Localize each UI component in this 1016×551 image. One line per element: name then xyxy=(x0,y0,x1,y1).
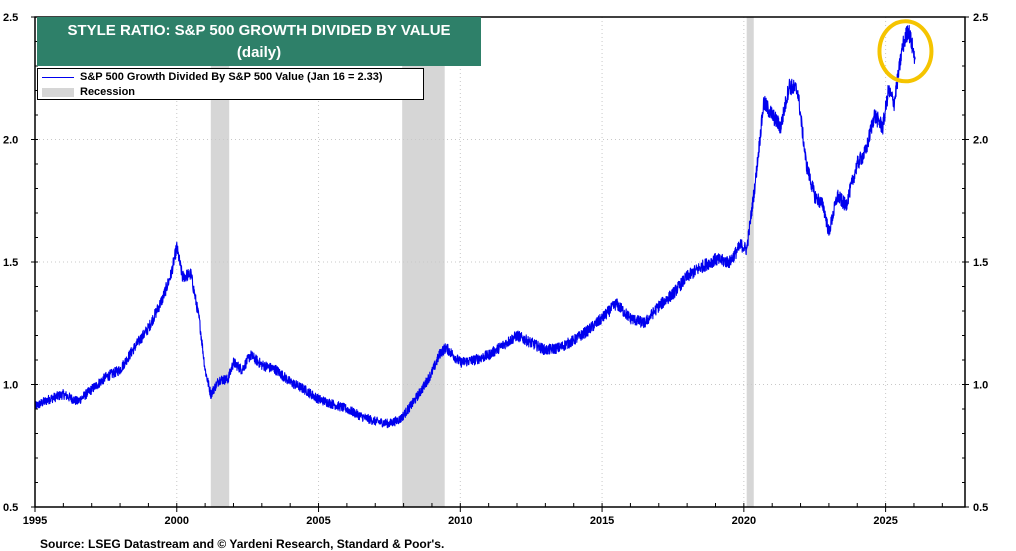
legend: S&P 500 Growth Divided By S&P 500 Value … xyxy=(37,68,424,100)
legend-recession-swatch xyxy=(42,87,74,97)
recession-band xyxy=(746,17,754,507)
chart-subtitle: (daily) xyxy=(236,44,282,61)
x-tick-label: 2010 xyxy=(448,515,472,527)
x-axis: 1995 2000 2005 2010 2015 2020 2025 xyxy=(23,503,943,527)
y-tick-label-right: 1.5 xyxy=(973,257,988,269)
x-tick-label: 2005 xyxy=(306,515,330,527)
legend-recession: Recession xyxy=(38,85,423,99)
annotation-layer xyxy=(877,19,934,84)
series-group xyxy=(34,24,916,429)
y-tick-label-right: 0.5 xyxy=(973,502,988,514)
y-axis-left: 0.5 1.0 1.5 2.0 2.5 xyxy=(3,12,38,514)
legend-series-label: S&P 500 Growth Divided By S&P 500 Value … xyxy=(80,71,383,83)
y-tick-label-left: 2.0 xyxy=(3,135,18,147)
legend-line-swatch xyxy=(42,76,74,78)
y-tick-label-left: 1.5 xyxy=(3,257,18,269)
chart-title-box: STYLE RATIO: S&P 500 GROWTH DIVIDED BY V… xyxy=(37,17,481,66)
source-note: Source: LSEG Datastream and © Yardeni Re… xyxy=(40,537,445,551)
legend-series: S&P 500 Growth Divided By S&P 500 Value … xyxy=(38,70,423,84)
x-tick-label: 2015 xyxy=(590,515,614,527)
y-axis-right: 0.5 1.0 1.5 2.0 2.5 xyxy=(962,12,988,514)
legend-recession-label: Recession xyxy=(80,86,136,98)
highlight-circle xyxy=(877,19,934,84)
y-tick-label-left: 0.5 xyxy=(3,502,18,514)
x-tick-label: 2020 xyxy=(732,515,756,527)
x-tick-label: 2025 xyxy=(873,515,897,527)
series-line xyxy=(34,24,916,429)
y-tick-label-left: 1.0 xyxy=(3,380,18,392)
x-tick-label: 1995 xyxy=(23,515,47,527)
y-tick-label-right: 2.5 xyxy=(973,12,988,24)
y-tick-label-right: 2.0 xyxy=(973,135,988,147)
y-tick-label-right: 1.0 xyxy=(973,380,988,392)
x-tick-label: 2000 xyxy=(165,515,189,527)
y-tick-label-left: 2.5 xyxy=(3,12,18,24)
chart-title: STYLE RATIO: S&P 500 GROWTH DIVIDED BY V… xyxy=(67,22,451,39)
